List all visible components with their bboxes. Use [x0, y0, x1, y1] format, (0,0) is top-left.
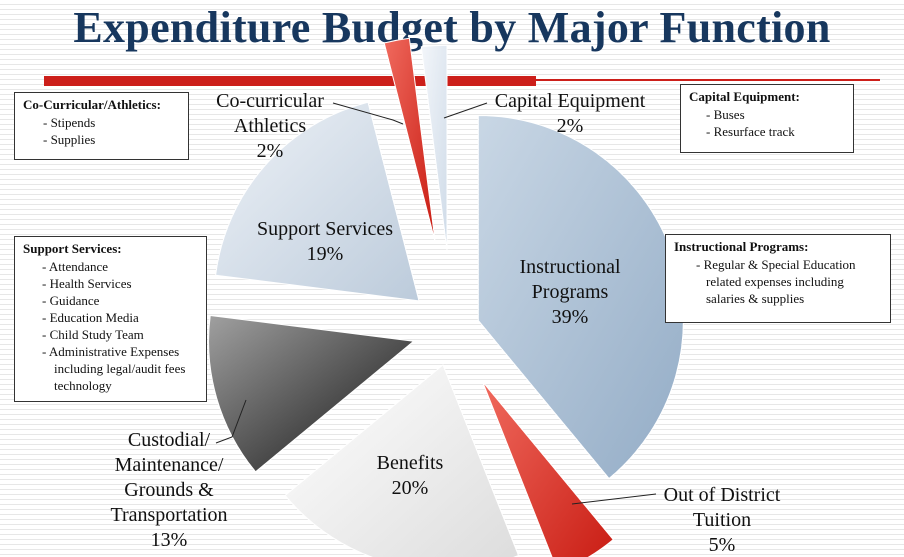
- slice-instructional-label-line: 39%: [552, 306, 589, 328]
- leader-co-curricular: [332, 102, 404, 125]
- slice-out-of-district-label-line: Out of District: [664, 484, 781, 506]
- callout-support-item: including legal/audit fees: [54, 361, 186, 376]
- slice-benefits-label-line: 20%: [392, 477, 429, 499]
- title-underline-bar: [44, 76, 536, 86]
- callout-instructional-item: related expenses including: [706, 274, 844, 289]
- leader-custodial: [215, 399, 247, 444]
- slice-co-curricular-label: Co-curricular Athletics 2%: [216, 90, 324, 162]
- slice-co-curricular-label-line: Co-curricular: [216, 90, 324, 112]
- slice-custodial-label-line: Transportation: [110, 504, 227, 526]
- slice-support-label-line: Support Services: [257, 218, 393, 240]
- slice-support-label: Support Services 19%: [257, 218, 393, 265]
- callout-capital: Capital Equipment: - Buses - Resurface t…: [680, 84, 854, 153]
- callout-instructional-item: salaries & supplies: [706, 291, 805, 306]
- slice-out-of-district-label: Out of District Tuition 5%: [664, 484, 781, 556]
- slice-benefits: [284, 364, 520, 557]
- slice-capital-label-line: 2%: [557, 115, 584, 137]
- slice-out-of-district-label-line: Tuition: [693, 509, 751, 531]
- slice-capital-label: Capital Equipment 2%: [495, 90, 646, 137]
- slice-capital-label-line: Capital Equipment: [495, 90, 646, 112]
- slice-instructional-label: Instructional Programs 39%: [519, 256, 621, 328]
- slice-support: [215, 101, 420, 302]
- callout-support-item: - Administrative Expenses: [42, 344, 180, 359]
- callout-support: Support Services: - Attendance - Health …: [14, 236, 207, 402]
- slice-custodial-label-line: Grounds &: [124, 479, 214, 501]
- callout-support-item: - Education Media: [42, 310, 139, 325]
- slice-benefits-label: Benefits 20%: [377, 452, 444, 499]
- slice-co-curricular-label-line: 2%: [257, 140, 284, 162]
- callout-support-item: - Child Study Team: [42, 327, 144, 342]
- callout-co-curricular: Co-Curricular/Athletics: - Stipends - Su…: [14, 92, 189, 160]
- slice-instructional-label-line: Instructional: [519, 256, 621, 278]
- slice-out-of-district-label-line: 5%: [709, 534, 736, 556]
- leader-capital: [443, 102, 488, 119]
- callout-support-item: - Health Services: [42, 276, 132, 291]
- callout-support-item: technology: [54, 378, 112, 393]
- callout-co-curricular-item: - Stipends: [43, 115, 96, 130]
- callout-support-item: - Guidance: [42, 293, 100, 308]
- slice-custodial-label-line: Maintenance/: [115, 454, 224, 476]
- slice-capital: [420, 44, 448, 251]
- slice-custodial: [208, 314, 415, 473]
- slice-co-curricular: [383, 37, 436, 242]
- slice-support-label-line: 19%: [307, 243, 344, 265]
- callout-co-curricular-heading: Co-Curricular/Athletics:: [23, 97, 161, 112]
- callout-instructional: Instructional Programs: - Regular & Spec…: [665, 234, 891, 323]
- callout-capital-heading: Capital Equipment:: [689, 89, 800, 104]
- title-underline-line: [536, 79, 880, 81]
- slice-custodial-label-line: Custodial/: [128, 429, 211, 451]
- slice-custodial-label-line: 13%: [151, 529, 188, 551]
- slice-out-of-district: [482, 381, 614, 557]
- slide-title: Expenditure Budget by Major Function: [73, 3, 831, 52]
- callout-capital-item: - Buses: [706, 107, 745, 122]
- slice-custodial-label: Custodial/Maintenance/Grounds & Transport…: [110, 429, 227, 551]
- slice-benefits-label-line: Benefits: [377, 452, 444, 474]
- callout-support-item: - Attendance: [42, 259, 109, 274]
- callout-co-curricular-item: - Supplies: [43, 132, 96, 147]
- callout-instructional-heading: Instructional Programs:: [674, 239, 809, 254]
- callout-capital-item: - Resurface track: [706, 124, 795, 139]
- slice-co-curricular-label-line: Athletics: [234, 115, 306, 137]
- slice-instructional-label-line: Programs: [532, 281, 609, 303]
- callout-support-heading: Support Services:: [23, 241, 122, 256]
- callout-instructional-item: - Regular & Special Education: [696, 257, 856, 272]
- leader-out-of-district: [571, 493, 657, 505]
